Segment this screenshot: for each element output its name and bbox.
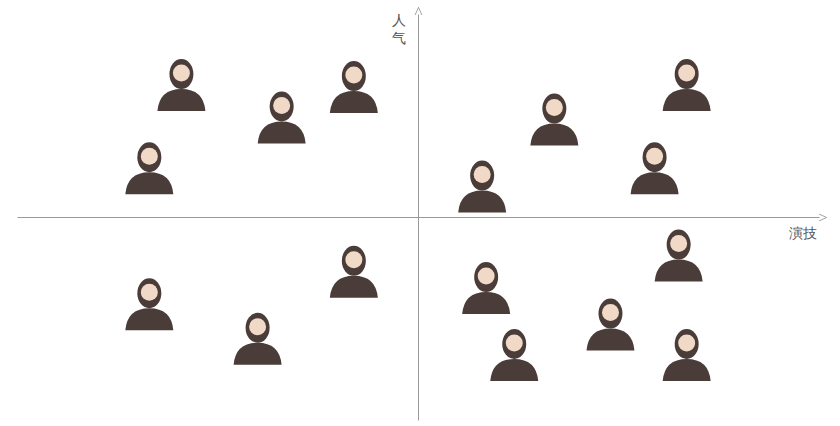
point xyxy=(330,246,378,298)
point xyxy=(490,329,538,381)
point xyxy=(125,278,173,330)
point xyxy=(234,313,282,365)
plot-area xyxy=(125,59,710,381)
point xyxy=(458,161,506,213)
y-axis-line xyxy=(418,15,419,421)
chart: 演技 人气 xyxy=(0,0,840,426)
point xyxy=(157,59,205,111)
point xyxy=(663,329,711,381)
point xyxy=(631,142,679,194)
point xyxy=(663,59,711,111)
point xyxy=(586,299,634,351)
y-axis xyxy=(418,15,419,421)
x-axis-title: 演技 xyxy=(789,225,817,241)
point xyxy=(125,142,173,194)
point xyxy=(258,92,306,144)
y-axis-title: 人气 xyxy=(392,12,406,46)
point xyxy=(655,230,703,282)
point xyxy=(530,94,578,146)
point xyxy=(462,262,510,314)
point xyxy=(330,61,378,113)
